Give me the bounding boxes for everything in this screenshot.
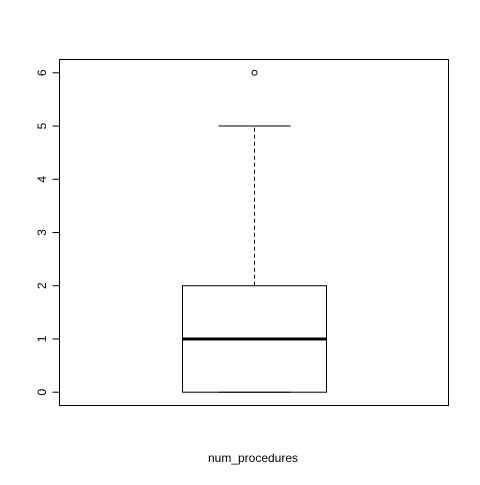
outlier-group — [251, 69, 258, 76]
y-tick-label: 2 — [35, 282, 49, 289]
y-tick-label: 6 — [35, 69, 49, 76]
y-tick-label: 3 — [35, 229, 49, 236]
x-axis-label: num_procedures — [208, 451, 298, 465]
box-group — [182, 125, 327, 393]
y-axis: 0 1 2 3 4 5 6 — [35, 69, 60, 396]
y-tick-label: 4 — [35, 176, 49, 183]
y-tick-label: 0 — [35, 389, 49, 396]
outlier-point — [251, 69, 258, 76]
y-tick-label: 5 — [35, 122, 49, 129]
y-tick-label: 1 — [35, 335, 49, 342]
plot-frame — [59, 59, 449, 406]
